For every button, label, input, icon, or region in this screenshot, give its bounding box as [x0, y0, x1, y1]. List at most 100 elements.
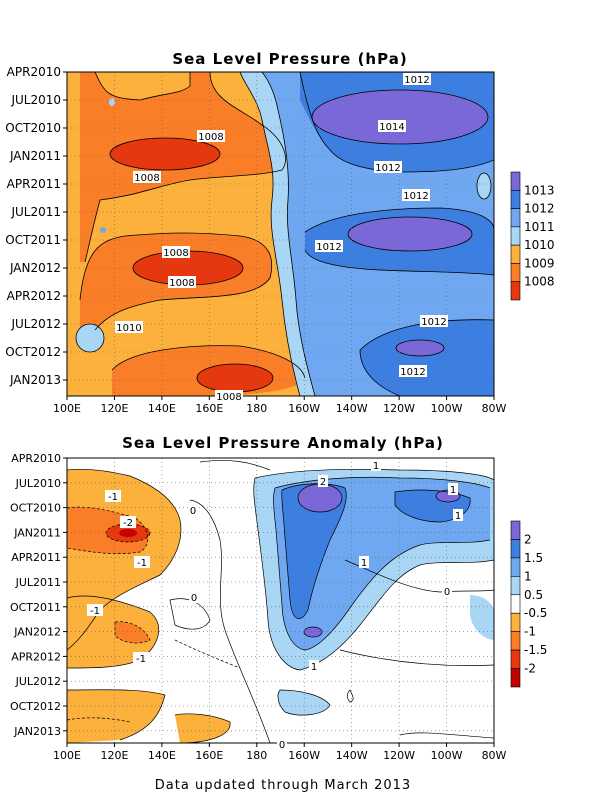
contour-label: -2	[123, 518, 133, 529]
contour-label-bg	[277, 738, 287, 750]
colorbar-label: 1012	[524, 202, 555, 216]
contour-label: 1008	[216, 392, 241, 403]
colorbar-swatch	[510, 631, 521, 651]
y-tick-label: JAN2011	[13, 526, 61, 539]
x-tick-label: 140E	[148, 749, 176, 762]
contour-label-bg	[133, 171, 161, 183]
colorbar-label: 1011	[524, 220, 555, 234]
x-tick-label: 180	[246, 749, 267, 762]
contour-label-bg	[197, 130, 225, 142]
slp-contour-labels: 1012 1014 1008 1008 1012 1012 1012 1008 1008 1010…	[115, 73, 448, 403]
y-tick-label: OCT2012	[10, 700, 61, 713]
contour-label-bg	[133, 652, 149, 664]
footer-note: Data updated through March 2013	[155, 778, 411, 793]
contour-label: -1	[90, 606, 100, 617]
contour-label: 1	[455, 511, 461, 522]
y-tick-label: OCT2011	[5, 233, 61, 247]
contour-label: 0	[444, 587, 450, 598]
x-tick-label: 160W	[288, 749, 320, 762]
contour-label-bg	[420, 315, 448, 327]
colorbar-label: -1	[524, 625, 536, 639]
x-tick-label: 100E	[53, 402, 81, 415]
contour-label-bg	[371, 459, 381, 471]
colorbar-label: 1010	[524, 238, 555, 252]
colorbar-swatch	[510, 557, 521, 577]
y-tick-label: APR2010	[11, 452, 61, 465]
contour-label-bg	[309, 660, 319, 672]
y-tick-label: APR2010	[7, 65, 61, 79]
y-tick-label: APR2012	[7, 289, 61, 303]
contour-label: 1008	[134, 173, 159, 184]
slp-anomaly-panel: Sea Level Pressure Anomaly (hPa)	[10, 434, 547, 762]
colorbar-label: 1.5	[524, 551, 543, 565]
contour-label-bg	[87, 604, 103, 616]
x-tick-label: 160E	[195, 749, 223, 762]
slp-contour-field	[67, 72, 494, 396]
contour-label-bg	[374, 161, 402, 173]
y-tick-label: JAN2011	[9, 149, 61, 163]
colorbar-swatch	[510, 281, 521, 301]
x-tick-label: 100E	[53, 749, 81, 762]
x-tick-label: 180	[246, 402, 267, 415]
contour-label-bg	[315, 240, 343, 252]
y-tick-label: OCT2011	[10, 601, 61, 614]
colorbar-swatch	[510, 263, 521, 283]
y-tick-label: JAN2012	[13, 626, 61, 639]
colorbar-label: 0.5	[524, 588, 543, 602]
colorbar-label: 2	[524, 532, 532, 546]
contour-label: 1	[373, 461, 379, 472]
x-tick-label: 120E	[100, 402, 128, 415]
colorbar-label: -2	[524, 662, 536, 676]
y-tick-label: APR2012	[11, 650, 61, 663]
anomaly-y-axis: APR2010 JUL2010 OCT2010 JAN2011 APR2011 JUL20…	[10, 452, 67, 738]
contour-label-bg	[189, 591, 199, 603]
y-tick-label: JUL2011	[10, 205, 61, 219]
contour-label: -1	[136, 654, 146, 665]
colorbar-label: 1013	[524, 183, 555, 197]
contour-label-bg	[168, 276, 196, 288]
contour-label-bg	[215, 390, 243, 402]
contour-label: 1014	[379, 122, 404, 133]
anomaly-contour-field	[67, 458, 494, 743]
contour-label-bg	[378, 120, 406, 132]
colorbar-swatch	[510, 189, 521, 209]
x-tick-label: 100W	[431, 402, 463, 415]
y-tick-label: JUL2012	[10, 317, 61, 331]
x-tick-label: 160E	[195, 402, 223, 415]
anomaly-x-axis: 100E 120E 140E 160E 180 160W 140W 120W 100W 80W	[53, 743, 507, 762]
x-tick-label: 140W	[336, 402, 368, 415]
slp-panel: Sea Level Pressure (hPa)	[5, 50, 554, 415]
contour-label-bg	[318, 475, 328, 487]
contour-label: 1	[311, 662, 317, 673]
contour-label: 1012	[316, 242, 341, 253]
y-tick-label: JUL2012	[15, 675, 61, 688]
x-tick-label: 160W	[288, 402, 320, 415]
contour-label: 2	[320, 477, 326, 488]
y-tick-label: OCT2010	[10, 502, 61, 515]
slp-x-axis: 100E 120E 140E 160E 180 160W 140W 120W 100W 80W	[53, 396, 507, 415]
colorbar-swatch	[510, 208, 521, 228]
colorbar-swatch	[510, 171, 521, 191]
anomaly-title: Sea Level Pressure Anomaly (hPa)	[122, 434, 444, 452]
colorbar-label: -0.5	[524, 606, 547, 620]
contour-label: 1008	[169, 278, 194, 289]
contour-label: 0	[279, 740, 285, 751]
colorbar-label: 1008	[524, 275, 555, 289]
contour-label: 1	[450, 485, 456, 496]
x-tick-label: 120W	[383, 402, 415, 415]
contour-label-bg	[402, 189, 430, 201]
colorbar-label: 1	[524, 569, 532, 583]
contour-label-bg	[359, 556, 369, 568]
x-tick-label: 120W	[383, 749, 415, 762]
colorbar-swatch	[510, 649, 521, 669]
y-tick-label: JAN2013	[13, 725, 61, 738]
y-tick-label: JUL2010	[15, 477, 61, 490]
colorbar-label: -1.5	[524, 643, 547, 657]
contour-label: 1	[361, 558, 367, 569]
contour-label-bg	[134, 556, 150, 568]
y-tick-label: OCT2010	[5, 121, 61, 135]
colorbar-swatch	[510, 244, 521, 264]
colorbar-swatch	[510, 612, 521, 632]
x-tick-label: 140W	[336, 749, 368, 762]
